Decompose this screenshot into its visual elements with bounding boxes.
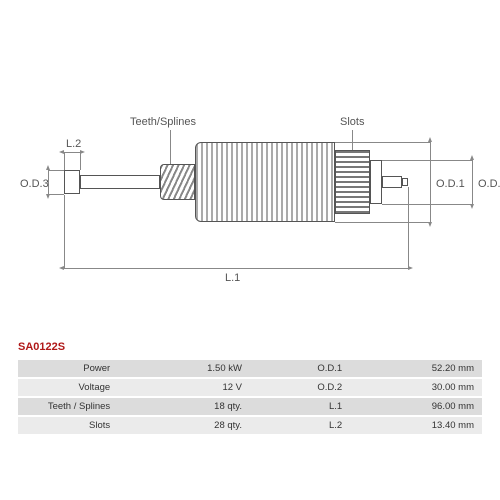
od3-label: O.D.3 [20, 178, 49, 190]
l2-dim-line [64, 152, 80, 153]
spec-label: O.D.1 [250, 360, 350, 377]
shaft-right [382, 176, 402, 188]
l1-ext-right [408, 187, 409, 269]
spec-row: Slots 28 qty. L.2 13.40 mm [18, 417, 482, 434]
l2-label: L.2 [66, 138, 81, 150]
diagram-area: Teeth/Splines Slots L.2 O.D.3 L.1 O.D.1 … [0, 0, 500, 330]
armature-core [195, 142, 335, 222]
commutator [335, 150, 370, 214]
part-code: SA0122S [18, 341, 65, 353]
od3-ext-top [48, 170, 64, 171]
l1-label: L.1 [225, 272, 240, 284]
od1-ext-bot [335, 222, 430, 223]
od2-ext-top [382, 160, 472, 161]
spec-row: Power 1.50 kW O.D.1 52.20 mm [18, 360, 482, 377]
od1-dim-line [430, 142, 431, 222]
spec-label: Teeth / Splines [18, 398, 118, 415]
teeth-splines-part [160, 164, 195, 200]
shaft-tip [402, 178, 408, 186]
end-cap [64, 170, 80, 194]
od2-dim-line [472, 160, 473, 204]
spec-value: 18 qty. [118, 398, 250, 415]
spec-table: Power 1.50 kW O.D.1 52.20 mm Voltage 12 … [18, 358, 482, 436]
spec-value: 30.00 mm [350, 379, 482, 396]
spec-row: Voltage 12 V O.D.2 30.00 mm [18, 379, 482, 396]
od2-label: O.D.2 [478, 178, 500, 190]
spec-label: Power [18, 360, 118, 377]
spec-value: 52.20 mm [350, 360, 482, 377]
spec-value: 13.40 mm [350, 417, 482, 434]
spec-value: 12 V [118, 379, 250, 396]
collar [370, 160, 382, 204]
l1-ext-left [64, 195, 65, 269]
l2-ext-right [80, 152, 81, 170]
spec-value: 28 qty. [118, 417, 250, 434]
spec-label: L.2 [250, 417, 350, 434]
spec-label: Voltage [18, 379, 118, 396]
teeth-splines-callout [170, 130, 171, 164]
shaft-left [80, 175, 160, 189]
spec-label: L.1 [250, 398, 350, 415]
slots-label: Slots [340, 116, 364, 128]
spec-value: 96.00 mm [350, 398, 482, 415]
spec-value: 1.50 kW [118, 360, 250, 377]
od1-label: O.D.1 [436, 178, 465, 190]
spec-label: O.D.2 [250, 379, 350, 396]
teeth-splines-label: Teeth/Splines [130, 116, 196, 128]
spec-label: Slots [18, 417, 118, 434]
l1-dim-line [64, 268, 408, 269]
od2-ext-bot [382, 204, 472, 205]
od3-ext-bot [48, 194, 64, 195]
l2-ext-left [64, 152, 65, 170]
spec-row: Teeth / Splines 18 qty. L.1 96.00 mm [18, 398, 482, 415]
slots-callout [352, 130, 353, 150]
od1-ext-top [335, 142, 430, 143]
